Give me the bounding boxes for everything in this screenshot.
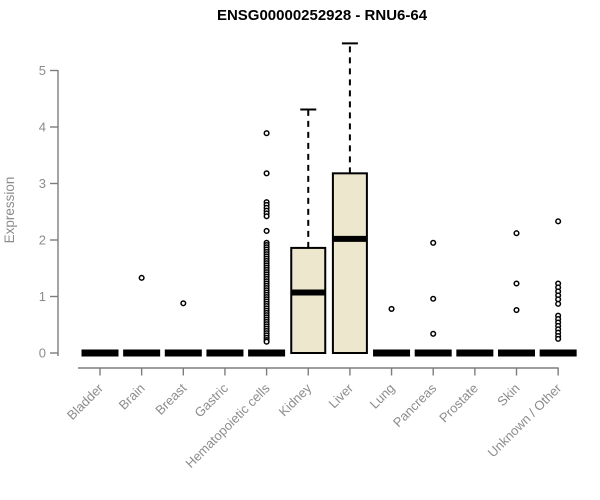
collapsed-box-hematopoietic-cells (248, 349, 286, 357)
outlier-point-hematopoietic-cells (263, 130, 270, 137)
x-tick-label-pancreas: Pancreas (390, 380, 440, 430)
y-tick-label: 2 (39, 233, 46, 248)
outlier-point-brain (138, 274, 145, 281)
x-tick-label-bladder: Bladder (64, 380, 107, 423)
x-tick-label-breast: Breast (152, 380, 189, 417)
collapsed-box-unknown-other (539, 349, 577, 357)
collapsed-box-bladder (81, 349, 119, 357)
y-tick-label: 4 (39, 120, 46, 135)
outlier-point-unknown-other (555, 218, 562, 225)
outlier-point-hematopoietic-cells (263, 170, 270, 177)
collapsed-box-lung (373, 349, 411, 357)
chart-title: ENSG00000252928 - RNU6-64 (217, 7, 428, 24)
x-tick-label-skin: Skin (494, 381, 522, 409)
outlier-point-skin (513, 307, 520, 314)
box-kidney (290, 246, 327, 354)
y-tick-label: 1 (39, 289, 46, 304)
outlier-point-pancreas (430, 295, 437, 302)
y-tick-label: 5 (39, 63, 46, 78)
collapsed-box-gastric (206, 349, 244, 357)
y-tick-label: 0 (39, 346, 46, 361)
outlier-point-hematopoietic-cells (263, 338, 270, 345)
outlier-point-skin (513, 230, 520, 237)
collapsed-box-prostate (456, 349, 494, 357)
x-tick-label-lung: Lung (367, 381, 398, 412)
outlier-point-skin (513, 280, 520, 287)
outlier-point-hematopoietic-cells (263, 227, 270, 235)
collapsed-box-brain (123, 349, 161, 357)
outlier-point-lung (388, 305, 395, 312)
outlier-point-pancreas (430, 330, 437, 337)
x-tick-label-liver: Liver (325, 380, 356, 411)
x-tick-label-kidney: Kidney (276, 380, 315, 419)
x-tick-label-gastric: Gastric (191, 380, 231, 420)
collapsed-box-skin (498, 349, 535, 357)
outlier-point-unknown-other (555, 300, 562, 307)
x-tick-label-unknown-other: Unknown / Other (485, 380, 565, 460)
y-tick-label: 3 (39, 176, 46, 191)
y-axis-label: Expression (2, 177, 17, 244)
x-tick-label-brain: Brain (116, 381, 148, 413)
outlier-point-unknown-other (555, 335, 562, 342)
collapsed-box-breast (164, 349, 202, 357)
outlier-point-breast (180, 300, 187, 307)
x-tick-label-prostate: Prostate (436, 381, 481, 426)
outlier-point-pancreas (430, 239, 437, 246)
collapsed-box-pancreas (414, 349, 452, 357)
box-liver (331, 172, 368, 354)
outlier-point-hematopoietic-cells (263, 213, 270, 220)
